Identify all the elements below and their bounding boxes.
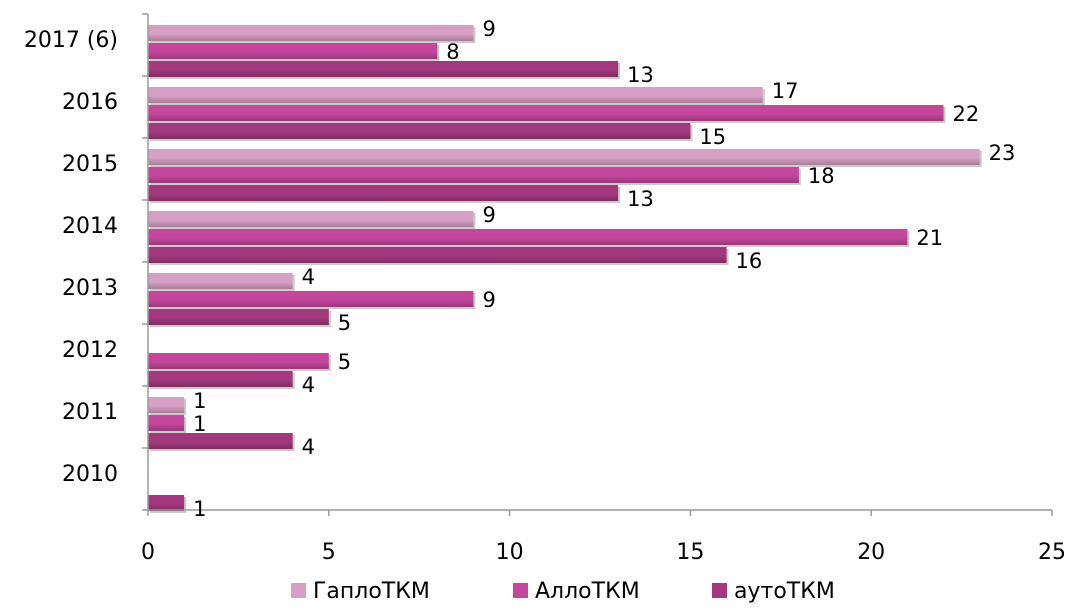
data-label: 4	[302, 435, 315, 459]
legend: ГаплоТКМ АллоТКМ аутоТКМ	[291, 579, 835, 604]
legend-label: ГаплоТКМ	[313, 579, 430, 604]
data-label: 9	[482, 17, 495, 41]
category-label: 2015	[62, 152, 118, 177]
data-label: 1	[193, 497, 206, 521]
category-label: 2017 (6)	[24, 28, 118, 53]
bar	[148, 149, 980, 165]
category-label: 2010	[62, 462, 118, 487]
bar	[148, 495, 185, 511]
data-label: 18	[808, 164, 835, 188]
bar	[148, 61, 619, 77]
data-label: 4	[302, 373, 315, 397]
legend-label: аутоТКМ	[734, 579, 835, 604]
bar	[148, 123, 691, 139]
bar	[148, 397, 185, 413]
bar	[148, 291, 474, 307]
legend-label: АллоТКМ	[535, 579, 640, 604]
data-label: 15	[699, 125, 726, 149]
data-label: 17	[772, 79, 799, 103]
x-tick-label: 0	[141, 540, 155, 565]
bar	[148, 229, 908, 245]
data-label: 5	[338, 311, 351, 335]
legend-swatch	[291, 583, 306, 598]
bar	[148, 185, 619, 201]
category-label: 2016	[62, 90, 118, 115]
data-label: 9	[482, 288, 495, 312]
data-label: 4	[302, 265, 315, 289]
legend-swatch	[712, 583, 727, 598]
category-label: 2012	[62, 338, 118, 363]
bar	[148, 273, 293, 289]
bar	[148, 309, 329, 325]
legend-swatch	[513, 583, 528, 598]
data-label: 23	[989, 141, 1016, 165]
x-tick-label: 15	[676, 540, 704, 565]
bar	[148, 247, 727, 263]
bar	[148, 43, 438, 59]
data-label: 21	[916, 226, 943, 250]
data-label: 13	[627, 187, 654, 211]
category-label: 2014	[62, 214, 118, 239]
bar	[148, 211, 474, 227]
data-label: 22	[953, 102, 980, 126]
data-label: 16	[736, 249, 763, 273]
bar	[148, 415, 185, 431]
bar	[148, 167, 799, 183]
data-label: 9	[482, 203, 495, 227]
axes-layer	[142, 13, 1053, 516]
data-label: 5	[338, 350, 351, 374]
category-label: 2013	[62, 276, 118, 301]
bar	[148, 105, 944, 121]
data-label: 1	[193, 412, 206, 436]
bar	[148, 87, 763, 103]
x-tick-label: 20	[857, 540, 885, 565]
bar	[148, 433, 293, 449]
bar	[148, 353, 329, 369]
data-label: 8	[446, 40, 459, 64]
bar	[148, 371, 293, 387]
x-tick-label: 5	[322, 540, 336, 565]
x-tick-label: 25	[1038, 540, 1066, 565]
bar	[148, 25, 474, 41]
x-tick-label: 10	[496, 540, 524, 565]
data-label: 13	[627, 63, 654, 87]
category-label: 2011	[62, 400, 118, 425]
data-label: 1	[193, 389, 206, 413]
bars-layer	[148, 25, 982, 513]
